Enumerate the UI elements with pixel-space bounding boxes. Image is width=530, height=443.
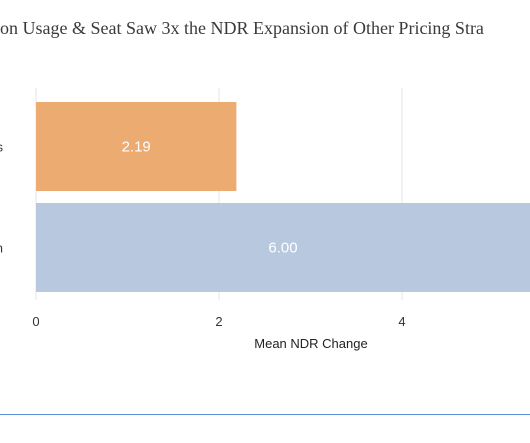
bar-value-labels: 2.19 6.00	[122, 139, 298, 257]
category-label-1: n	[0, 241, 3, 256]
x-axis-ticks: 0 2 4	[32, 314, 405, 329]
chart-title: on Usage & Seat Saw 3x the NDR Expansion…	[0, 18, 484, 38]
x-tick-label-0: 0	[32, 314, 39, 329]
bar-value-label-1: 6.00	[268, 240, 297, 257]
bar-value-label-0: 2.19	[122, 139, 151, 156]
bar-1	[36, 203, 530, 292]
bottom-rule	[0, 414, 530, 415]
category-labels: sn	[0, 140, 4, 256]
x-tick-label-1: 2	[215, 314, 222, 329]
bars	[36, 102, 530, 292]
x-axis-label: Mean NDR Change	[254, 336, 367, 351]
x-tick-label-2: 4	[398, 314, 405, 329]
category-label-0: s	[0, 140, 4, 155]
bar-chart: 2.196.00 sn 024 Mean NDR Change	[0, 88, 530, 351]
bar-0	[36, 102, 237, 191]
